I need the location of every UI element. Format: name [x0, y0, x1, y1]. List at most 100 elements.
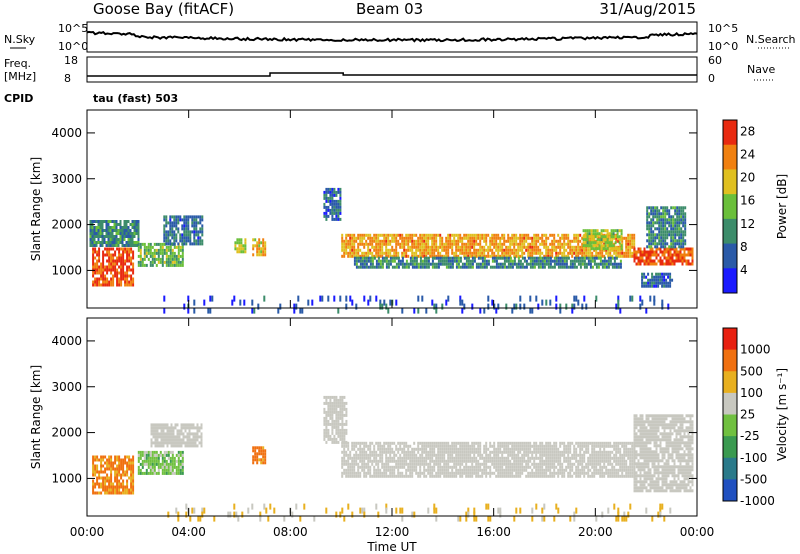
velocity-cell: [557, 459, 560, 463]
power-cell: [118, 265, 121, 269]
velocity-cell: [160, 444, 163, 448]
power-cell: [602, 247, 605, 251]
velocity-cell: [373, 456, 376, 460]
power-cell: [565, 262, 568, 266]
power-cell: [391, 265, 394, 269]
power-cell: [157, 260, 160, 264]
velocity-cell: [579, 441, 582, 445]
velocity-cell: [425, 468, 428, 472]
power-cell: [641, 278, 644, 282]
power-cell: [655, 256, 658, 260]
power-cell: [407, 248, 410, 252]
power-cell: [102, 274, 105, 278]
velocity-cell: [349, 450, 352, 454]
power-cell: [331, 211, 334, 215]
power-cell: [573, 259, 576, 263]
velocity-cell: [457, 441, 460, 445]
velocity-cell: [100, 455, 103, 459]
velocity-cell: [487, 465, 490, 469]
power-cell: [661, 303, 664, 310]
power-cell: [652, 239, 655, 243]
power-cell: [651, 275, 654, 279]
velocity-cell: [503, 459, 506, 463]
velocity-cell: [545, 456, 548, 460]
velocity-cell: [483, 462, 486, 466]
power-cell: [455, 233, 458, 237]
power-cell: [511, 251, 514, 255]
velocity-cell: [98, 470, 101, 474]
power-cell: [592, 235, 595, 239]
velocity-cell: [465, 474, 468, 478]
power-cell: [455, 239, 458, 243]
power-cell: [485, 236, 488, 240]
velocity-cell: [425, 459, 428, 463]
power-cell: [523, 256, 526, 260]
power-cell: [429, 245, 432, 249]
power-cell: [529, 236, 532, 240]
velocity-cell: [367, 456, 370, 460]
velocity-cell: [501, 471, 504, 475]
power-cell: [547, 245, 550, 249]
power-cell: [433, 262, 436, 266]
velocity-cell: [108, 455, 111, 459]
velocity-cell: [583, 444, 586, 448]
power-cell: [363, 242, 366, 246]
velocity-cell: [170, 438, 173, 442]
velocity-cell: [178, 435, 181, 439]
power-cell: [563, 233, 566, 237]
velocity-cell: [507, 447, 510, 451]
power-cell: [629, 239, 632, 243]
velocity-cell: [441, 465, 444, 469]
power-cell: [637, 256, 640, 260]
power-cell: [175, 221, 178, 225]
power-cell: [389, 248, 392, 252]
velocity-cell: [383, 471, 386, 475]
power-cell: [661, 272, 664, 276]
velocity-cell: [483, 456, 486, 460]
power-cell: [610, 232, 613, 236]
power-cell: [647, 284, 650, 288]
power-cell: [606, 241, 609, 245]
power-cell: [629, 236, 632, 240]
power-cell: [349, 242, 352, 246]
velocity-cell: [533, 471, 536, 475]
velocity-cell: [371, 453, 374, 457]
velocity-cell: [375, 459, 378, 463]
power-cell: [675, 253, 678, 257]
power-cell: [561, 242, 564, 246]
velocity-cell: [563, 459, 566, 463]
velocity-cell: [447, 468, 450, 472]
velocity-cell: [421, 444, 424, 448]
velocity-cell: [178, 441, 181, 445]
power-cell: [103, 235, 106, 238]
velocity-cell: [403, 453, 406, 457]
power-cell: [593, 256, 596, 260]
power-cell: [92, 265, 95, 269]
velocity-cell: [389, 468, 392, 472]
velocity-cell: [343, 407, 346, 411]
power-cell: [597, 262, 600, 266]
power-cell: [110, 247, 113, 251]
power-cell: [592, 238, 595, 242]
power-cell: [413, 233, 416, 237]
velocity-cell: [254, 458, 257, 462]
velocity-cell: [100, 476, 103, 480]
power-cell: [435, 239, 438, 243]
velocity-cell: [124, 488, 127, 492]
power-cell: [592, 244, 595, 248]
power-cell: [375, 254, 378, 258]
velocity-cell: [254, 452, 257, 456]
velocity-cell: [369, 471, 372, 475]
velocity-cell: [357, 447, 360, 451]
power-cell: [429, 251, 432, 255]
velocity-cell: [505, 450, 508, 454]
power-cell: [651, 250, 654, 254]
power-cell: [676, 218, 679, 222]
power-cell: [682, 215, 685, 219]
power-cell: [659, 256, 662, 260]
power-cell: [477, 265, 480, 269]
power-cell: [569, 245, 572, 249]
power-cell: [100, 271, 103, 275]
velocity-cell: [497, 450, 500, 454]
power-cell: [671, 278, 674, 282]
